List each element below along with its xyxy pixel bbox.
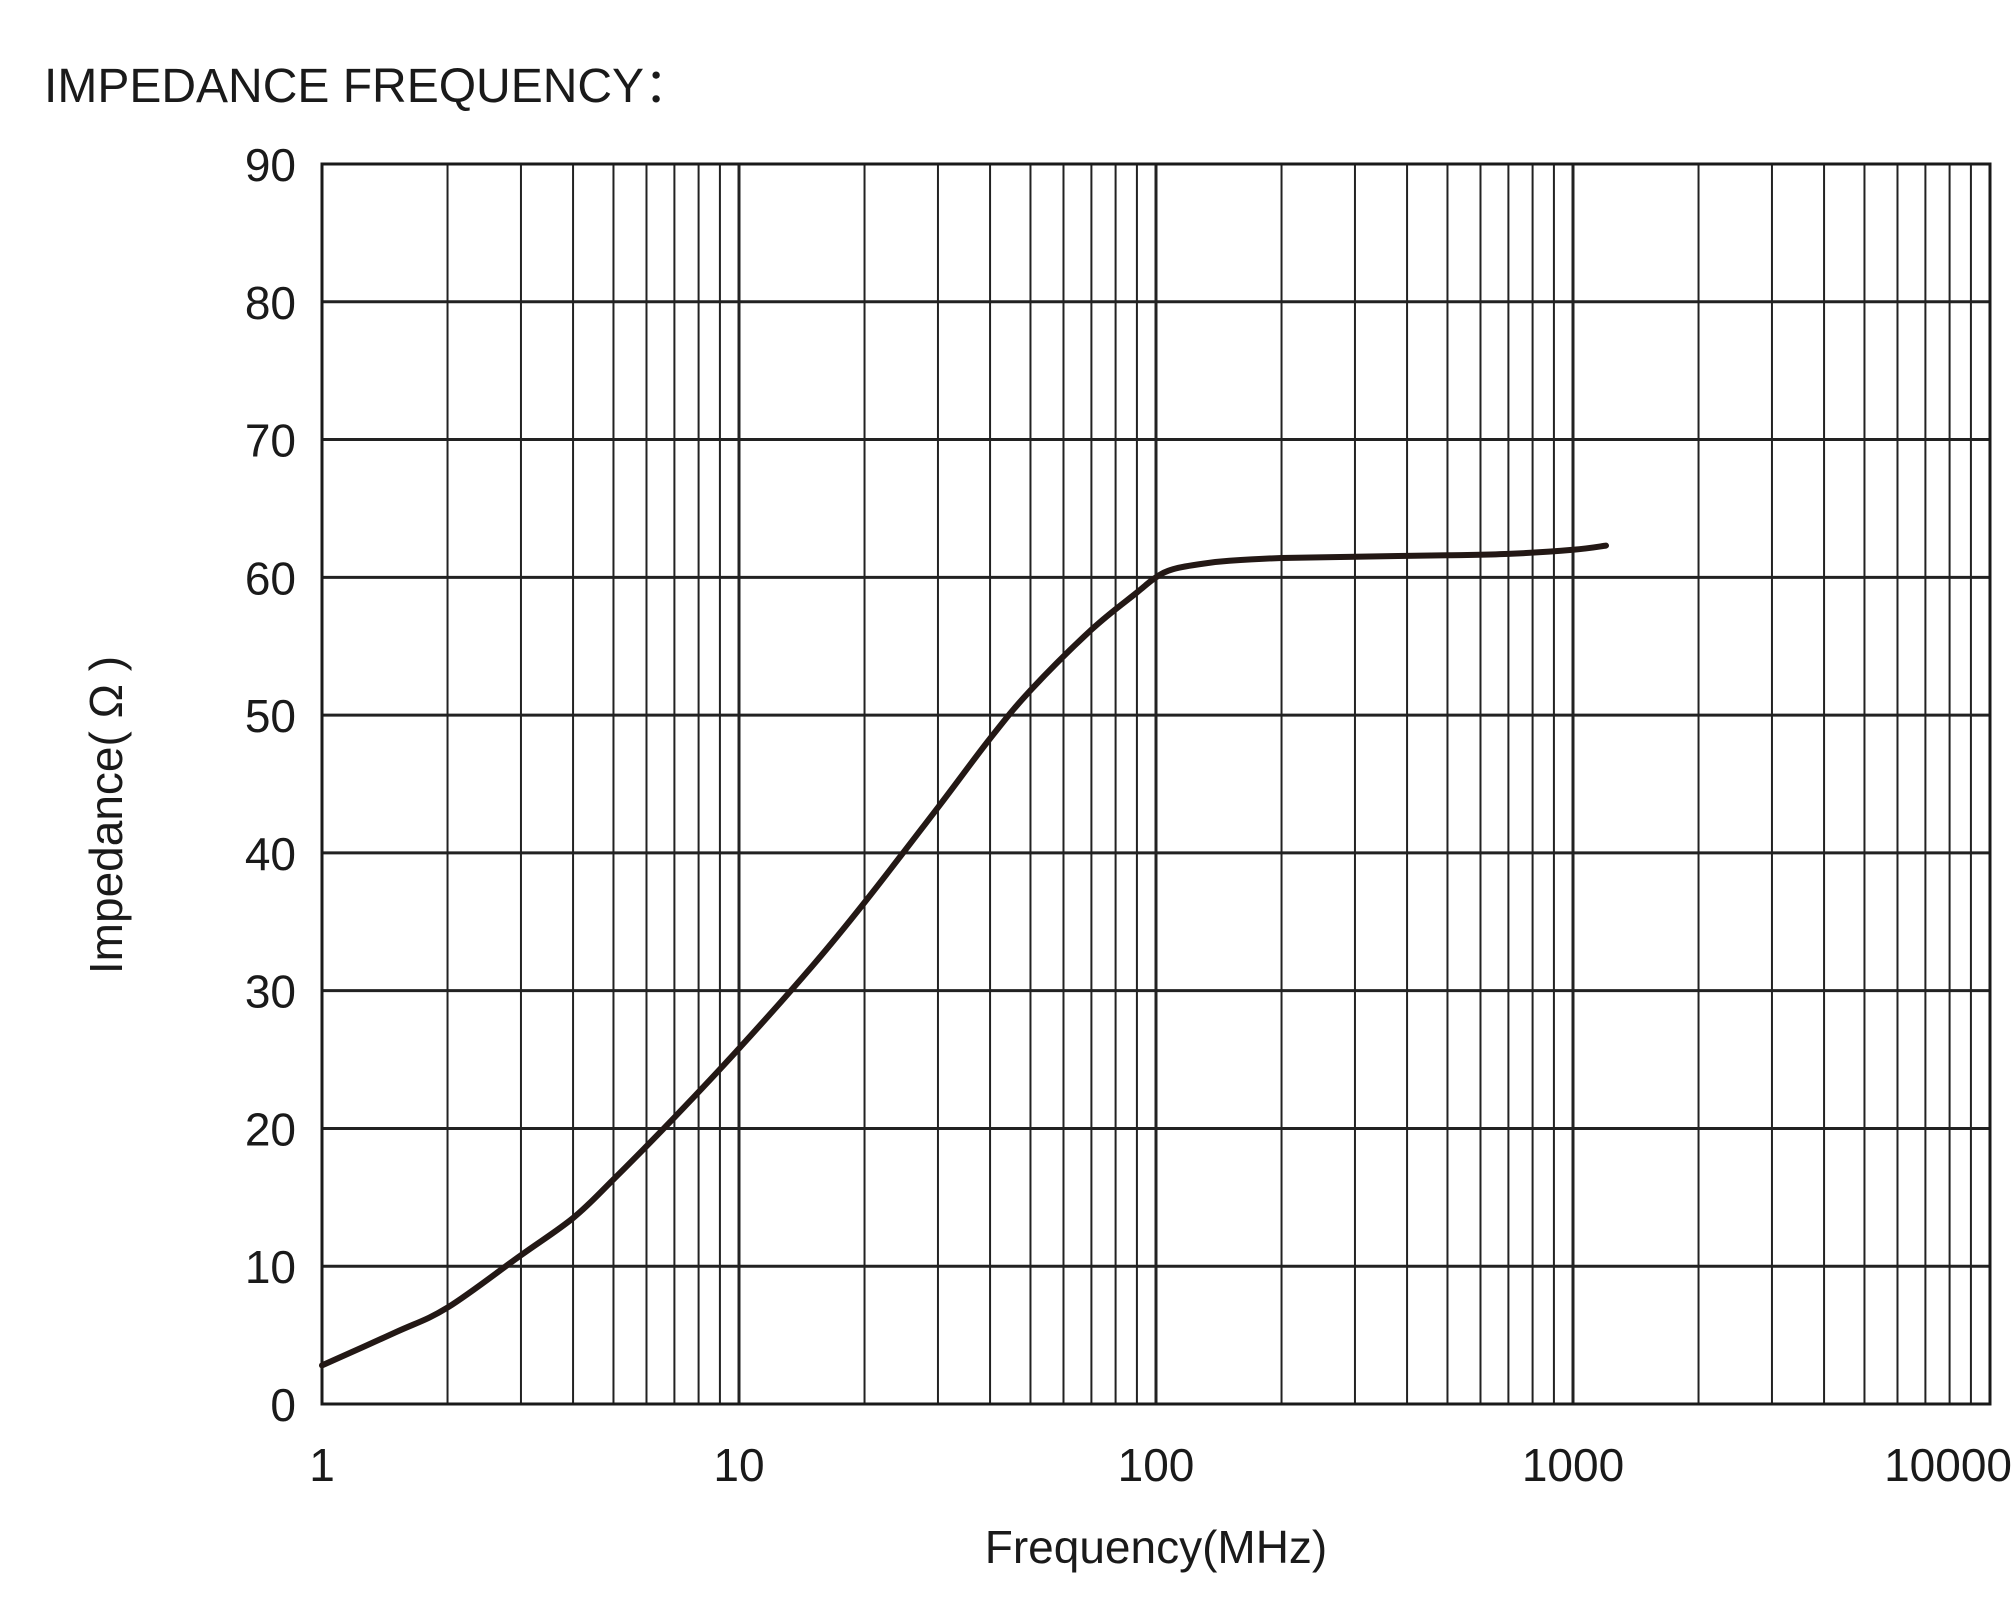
y-tick-label: 70	[245, 415, 296, 467]
y-tick-label: 40	[245, 828, 296, 880]
data-series	[319, 542, 1609, 1369]
x-tick-label: 10000	[1884, 1439, 2012, 1491]
x-tick-label: 1000	[1522, 1439, 1624, 1491]
chart-title: IMPEDANCE FREQUENCY：	[44, 60, 692, 113]
x-tick-label: 10	[713, 1439, 764, 1491]
y-tick-label: 60	[245, 552, 296, 604]
y-tick-label: 0	[270, 1379, 296, 1431]
impedance-curve	[319, 542, 1609, 1369]
y-tick-label: 10	[245, 1241, 296, 1293]
y-tick-label: 50	[245, 690, 296, 742]
y-tick-label: 30	[245, 966, 296, 1018]
y-tick-label: 90	[245, 139, 296, 191]
x-axis-label: Frequency(MHz)	[985, 1521, 1328, 1573]
plot-frame	[320, 162, 1992, 1406]
y-tick-label: 80	[245, 277, 296, 329]
y-tick-label: 20	[245, 1103, 296, 1155]
x-tick-label: 1	[309, 1439, 335, 1491]
x-tick-label: 100	[1118, 1439, 1195, 1491]
y-axis: 0 10 20 30 40 50 60 70 80 90	[245, 139, 296, 1431]
y-axis-label: Impedance( Ω )	[80, 656, 132, 974]
x-axis: 1 10 100 1000 10000	[309, 1439, 2012, 1491]
